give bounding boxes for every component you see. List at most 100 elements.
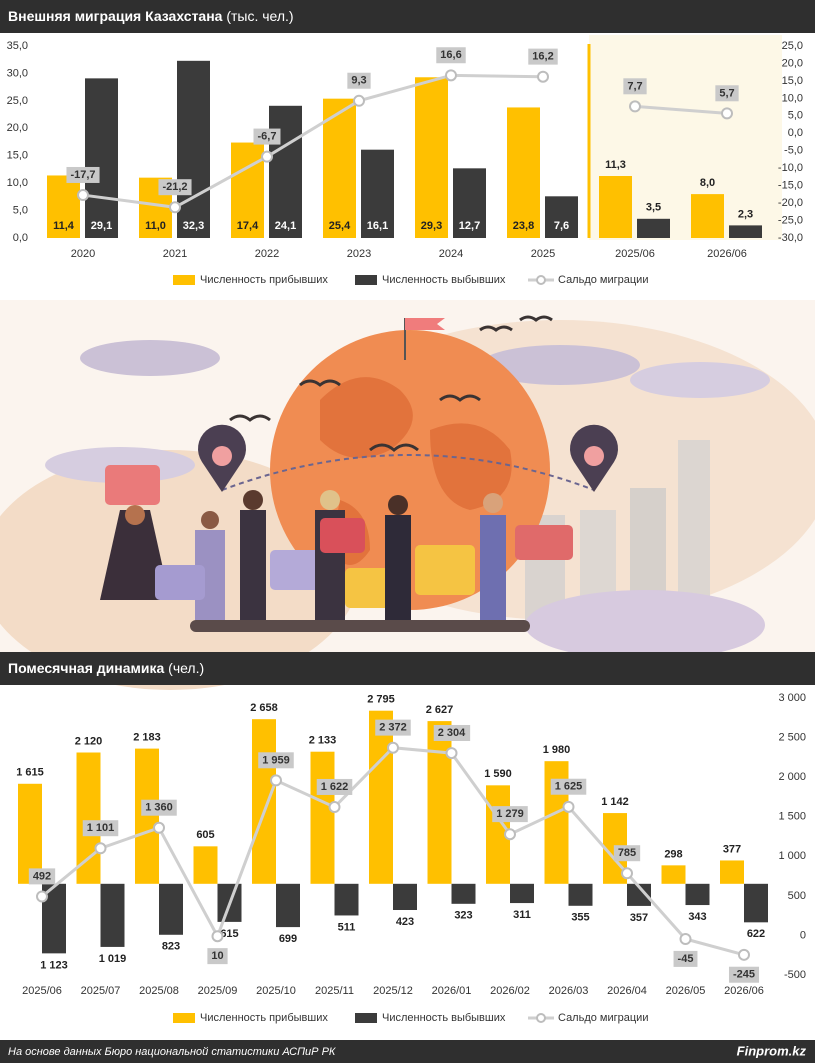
bar-value-label: 2 133 [309,735,337,747]
bar-value-label: 615 [220,928,238,940]
line-marker [721,107,733,120]
suitcase [155,565,205,600]
line-value-label: -45 [678,953,694,965]
bar [510,883,534,904]
bar [76,752,101,884]
bar-value-label: 511 [338,921,356,933]
bar [568,883,593,906]
y2-tick-label: 0 [800,929,806,941]
bar-value-label: 1 980 [543,744,571,756]
y2-tick-label: -25,0 [778,214,803,226]
y2-tick-label: 3 000 [778,692,806,704]
bar [453,168,486,238]
bar-value-label: 2,3 [738,208,753,220]
x-tick-label: 2025/10 [256,985,296,997]
bar-value-label: 823 [162,941,180,953]
legend-label: Численность выбывших [382,1012,506,1024]
bar-value-label: 298 [664,848,682,860]
bar-value-label: 323 [454,910,472,922]
bar-value-label: 699 [279,933,297,945]
y-tick-label: 5,0 [13,204,28,216]
map-pin-dot [212,446,232,466]
bar [177,60,210,238]
bar [85,78,118,238]
person-head [320,490,340,510]
line-value-label: 1 360 [145,802,173,814]
x-tick-label: 2025/09 [198,985,238,997]
bar-value-label: 23,8 [513,220,534,232]
bar [193,846,218,884]
line-label-box [316,778,353,795]
y2-tick-label: 10,0 [782,92,803,104]
y2-tick-label: 1 000 [778,850,806,862]
line-label-box [433,724,471,741]
y-tick-label: 20,0 [7,122,28,134]
line-value-label: 7,7 [627,80,642,92]
line-value-label: 1 622 [321,781,349,793]
bar [627,883,651,906]
x-tick-label: 2025/08 [139,985,179,997]
y-tick-label: 35,0 [7,40,28,52]
y-tick-label: 25,0 [7,95,28,107]
bar-value-label: 12,7 [459,220,480,232]
person-head [243,490,263,510]
y-tick-label: 15,0 [7,150,28,162]
line-marker [36,890,48,903]
legend-label: Численность выбывших [382,274,506,286]
x-tick-label: 2025/06 [22,985,62,997]
bar-value-label: 24,1 [275,220,296,232]
footer-bar [0,1040,815,1063]
line-marker [387,741,399,754]
line-label-box [347,72,371,89]
bar-value-label: 11,4 [53,220,75,232]
flag [405,318,445,330]
title-unit: (чел.) [168,660,204,676]
bar-value-label: 11,3 [605,159,626,171]
x-tick-label: 2026/06 [724,985,764,997]
bar [252,719,276,884]
bar [159,883,183,935]
x-tick-label: 2023 [347,248,371,260]
y-tick-label: 0,0 [13,232,28,244]
y2-tick-label: 0,0 [788,127,803,139]
line-value-label: 9,3 [351,75,366,87]
bar-value-label: 29,3 [421,220,442,232]
bar [369,710,393,884]
bar-value-label: 29,1 [91,220,112,232]
bar-value-label: 423 [396,916,414,928]
line-value-label: -245 [733,969,755,981]
bar-value-label: 25,4 [329,220,351,232]
line-value-label: 2 372 [379,722,407,734]
bar-value-label: 32,3 [183,220,204,232]
line-value-label: 1 101 [87,822,115,834]
bar [685,883,710,906]
line-value-label: 1 279 [496,808,524,820]
bar [334,883,359,916]
bar [661,865,686,884]
line-value-label: -6,7 [258,131,277,143]
legend-label: Сальдо миграции [558,1012,648,1024]
bar-value-label: 11,0 [145,220,166,232]
line-value-label: 16,6 [440,49,461,61]
bar-value-label: 605 [196,829,214,841]
line-value-label: 1 959 [262,754,290,766]
line-marker [270,774,282,787]
legend-label: Численность прибывших [200,1012,328,1024]
bar-value-label: 16,1 [367,220,388,232]
y-tick-label: 10,0 [7,177,28,189]
suitcase [515,525,573,560]
bar [47,175,80,238]
line-label-box [375,719,411,736]
line-marker [153,821,165,834]
bar-value-label: 2 658 [250,702,278,714]
x-tick-label: 2026/02 [490,985,530,997]
line-marker [504,828,516,841]
bar [451,883,476,904]
x-tick-label: 2021 [163,248,187,260]
y2-tick-label: 25,0 [782,40,803,52]
line-label-box [82,820,119,837]
bar [269,105,302,239]
legend-swatch [355,275,377,285]
y2-tick-label: -500 [784,969,806,981]
bar-value-label: 1 123 [40,959,68,971]
